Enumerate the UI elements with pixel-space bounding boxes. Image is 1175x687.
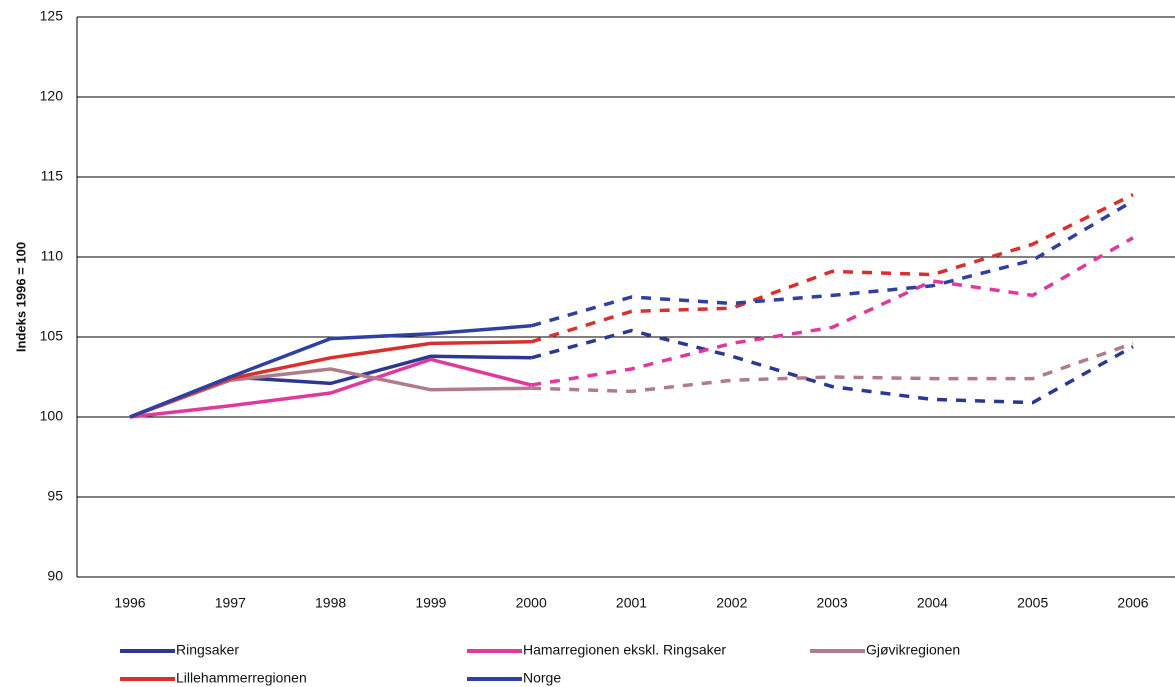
x-tick-label: 2001 (616, 595, 647, 611)
x-tick-label: 2006 (1117, 595, 1148, 611)
series-line (129, 357, 532, 419)
x-tick-label: 1996 (114, 595, 145, 611)
legend-label: Hamarregionen ekskl. Ringsaker (523, 642, 726, 658)
y-tick-label: 125 (40, 8, 64, 24)
series-line (129, 354, 532, 419)
series-line-dashed (530, 199, 1134, 328)
y-tick-label: 115 (41, 168, 64, 184)
y-tick-label: 90 (47, 568, 63, 584)
legend-label: Norge (523, 670, 561, 686)
y-axis-label: Indeks 1996 = 100 (13, 242, 28, 352)
x-tick-label: 2004 (917, 595, 948, 611)
series-line-dashed (530, 236, 1134, 387)
y-tick-label: 100 (40, 408, 64, 424)
x-tick-label: 2003 (817, 595, 848, 611)
x-tick-label: 2005 (1017, 595, 1048, 611)
x-tick-label: 1997 (215, 595, 246, 611)
series-line (129, 324, 532, 419)
x-tick-label: 1998 (315, 595, 346, 611)
legend-label: Ringsaker (176, 642, 239, 658)
series-line (129, 340, 532, 419)
series-line-dashed (531, 341, 1134, 394)
y-tick-label: 120 (40, 88, 64, 104)
x-tick-label: 2000 (516, 595, 547, 611)
legend-label: Gjøvikregionen (866, 642, 960, 658)
series-line-dashed (530, 193, 1134, 344)
y-tick-label: 95 (47, 488, 63, 504)
legend-label: Lillehammerregionen (176, 670, 307, 686)
y-tick-label: 110 (41, 248, 64, 264)
series-line-dashed (530, 328, 1134, 405)
x-tick-label: 2002 (716, 595, 747, 611)
y-tick-label: 105 (40, 328, 64, 344)
x-tick-label: 1999 (415, 595, 446, 611)
